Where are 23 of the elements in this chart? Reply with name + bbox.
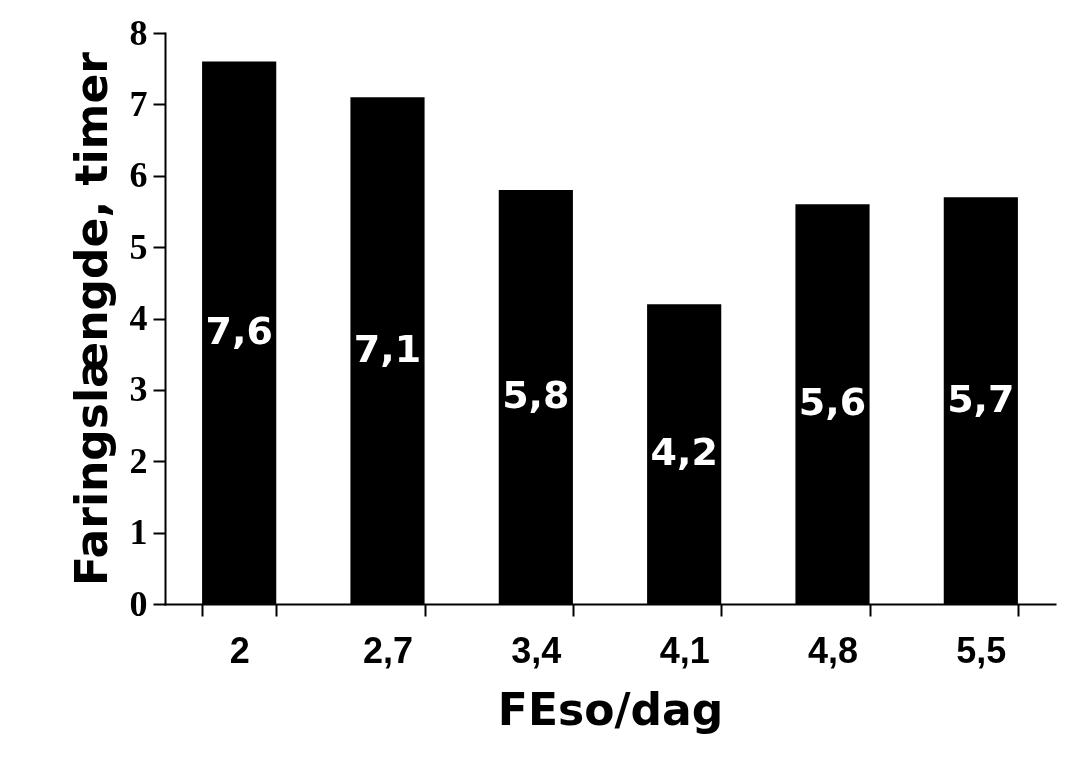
data-label: 4,2 xyxy=(650,430,718,475)
data-label: 7,6 xyxy=(205,308,273,353)
y-tick-label: 0 xyxy=(129,583,148,624)
x-axis-title: FEso/dag xyxy=(497,683,724,735)
y-tick-label: 8 xyxy=(129,12,148,53)
data-label: 5,7 xyxy=(947,376,1015,421)
data-label: 5,8 xyxy=(502,373,570,418)
data-label: 7,1 xyxy=(353,326,422,371)
y-tick-label: 7 xyxy=(129,83,148,124)
y-tick-label: 3 xyxy=(129,369,148,410)
x-tick-label: 4,8 xyxy=(807,629,859,671)
y-tick-label: 2 xyxy=(129,440,148,481)
x-tick-label: 4,1 xyxy=(659,629,710,671)
x-tick-label: 5,5 xyxy=(956,629,1007,671)
x-tick-label: 2,7 xyxy=(362,629,414,671)
y-tick-label: 1 xyxy=(129,512,148,553)
y-tick-label: 4 xyxy=(129,298,148,338)
y-tick-label: 6 xyxy=(129,155,148,196)
y-axis-title: Faringslængde, timer xyxy=(65,51,117,586)
y-tick-label: 5 xyxy=(129,226,148,267)
x-tick-label: 2 xyxy=(229,629,250,671)
x-tick-label: 3,4 xyxy=(511,629,562,671)
data-label: 5,6 xyxy=(798,380,867,425)
